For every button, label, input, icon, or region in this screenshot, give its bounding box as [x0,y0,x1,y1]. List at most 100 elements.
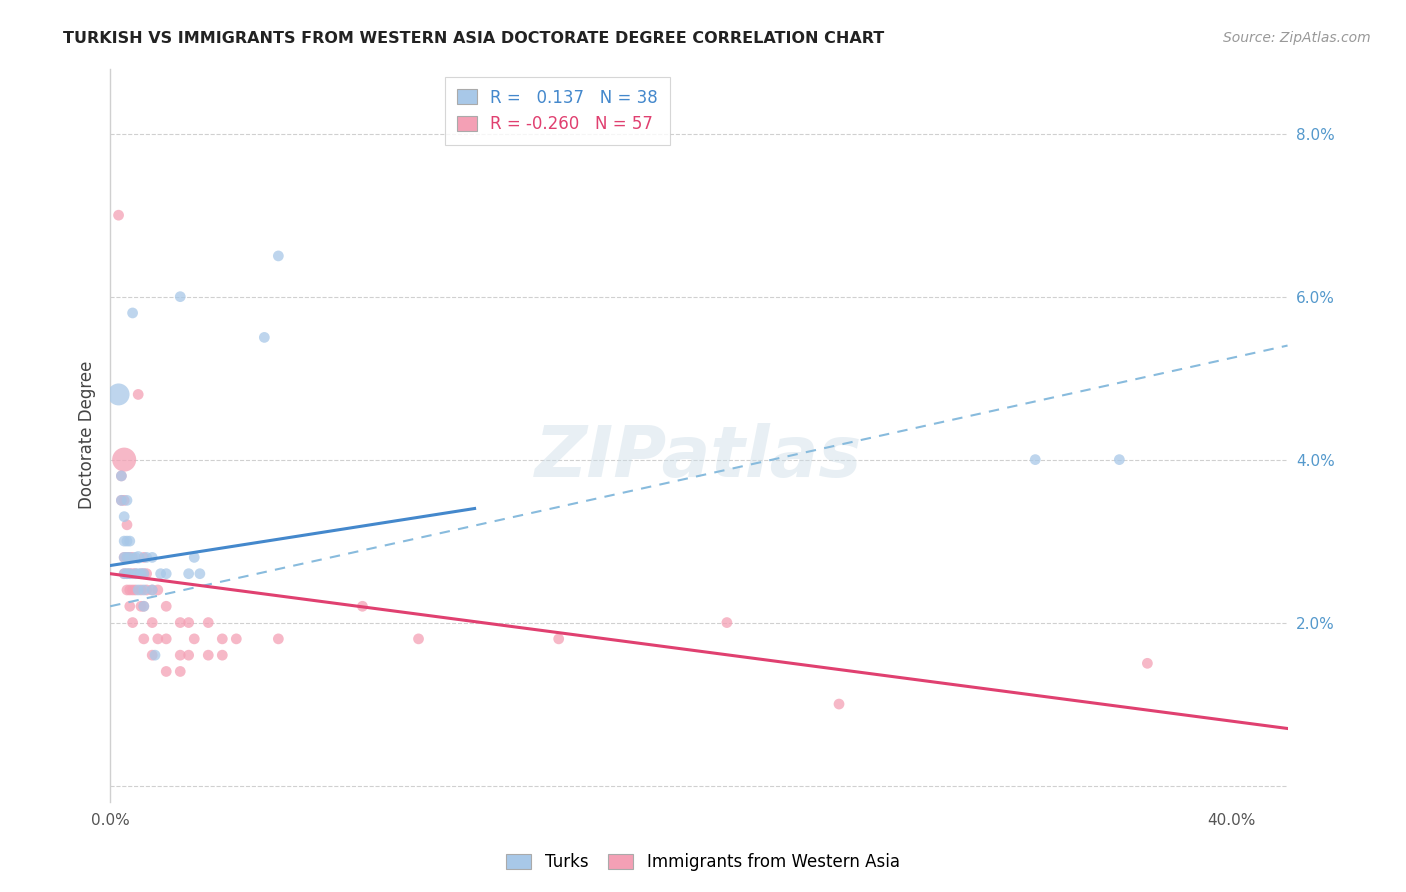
Point [112,493,135,508]
Point [155,632,177,646]
Point [188,566,211,581]
Y-axis label: Doctorate Degree: Doctorate Degree [79,361,96,509]
Point [112,566,135,581]
Point [121,582,143,597]
Point [828,697,851,711]
Point [121,566,143,581]
Point [211,632,233,646]
Point [115,550,138,565]
Point [115,566,138,581]
Point [132,599,155,614]
Point [141,615,163,630]
Point [169,290,191,304]
Point [118,582,141,597]
Point [110,469,132,483]
Point [115,534,138,549]
Point [118,550,141,565]
Point [267,632,290,646]
Point [253,330,276,344]
Point [118,566,141,581]
Point [132,632,155,646]
Point [183,550,205,565]
Point [1136,657,1159,671]
Point [127,582,149,597]
Point [155,566,177,581]
Point [132,599,155,614]
Point [135,582,157,597]
Legend: R =   0.137   N = 38, R = -0.260   N = 57: R = 0.137 N = 38, R = -0.260 N = 57 [446,77,669,145]
Point [146,632,169,646]
Point [141,550,163,565]
Point [112,550,135,565]
Point [121,550,143,565]
Point [352,599,374,614]
Point [143,648,166,662]
Point [118,566,141,581]
Point [267,249,290,263]
Point [124,582,146,597]
Point [118,550,141,565]
Point [121,306,143,320]
Point [129,566,152,581]
Point [177,566,200,581]
Point [141,582,163,597]
Point [225,632,247,646]
Point [129,582,152,597]
Point [110,469,132,483]
Text: ZIPatlas: ZIPatlas [536,423,862,491]
Point [132,566,155,581]
Text: TURKISH VS IMMIGRANTS FROM WESTERN ASIA DOCTORATE DEGREE CORRELATION CHART: TURKISH VS IMMIGRANTS FROM WESTERN ASIA … [63,31,884,46]
Point [183,632,205,646]
Point [121,615,143,630]
Point [1108,452,1130,467]
Text: Source: ZipAtlas.com: Source: ZipAtlas.com [1223,31,1371,45]
Point [177,648,200,662]
Point [141,648,163,662]
Legend: Turks, Immigrants from Western Asia: Turks, Immigrants from Western Asia [498,845,908,880]
Point [118,534,141,549]
Point [197,648,219,662]
Point [1024,452,1046,467]
Point [112,566,135,581]
Point [124,566,146,581]
Point [127,387,149,401]
Point [132,550,155,565]
Point [135,566,157,581]
Point [107,387,129,401]
Point [211,648,233,662]
Point [115,517,138,532]
Point [115,582,138,597]
Point [115,493,138,508]
Point [177,615,200,630]
Point [110,493,132,508]
Point [132,566,155,581]
Point [146,582,169,597]
Point [110,493,132,508]
Point [155,599,177,614]
Point [112,534,135,549]
Point [112,509,135,524]
Point [716,615,738,630]
Point [107,208,129,222]
Point [547,632,569,646]
Point [112,452,135,467]
Point [141,582,163,597]
Point [408,632,430,646]
Point [169,648,191,662]
Point [169,615,191,630]
Point [127,566,149,581]
Point [129,599,152,614]
Point [169,665,191,679]
Point [135,550,157,565]
Point [197,615,219,630]
Point [155,665,177,679]
Point [115,550,138,565]
Point [124,550,146,565]
Point [118,599,141,614]
Point [124,566,146,581]
Point [149,566,172,581]
Point [132,582,155,597]
Point [112,550,135,565]
Point [115,566,138,581]
Point [127,550,149,565]
